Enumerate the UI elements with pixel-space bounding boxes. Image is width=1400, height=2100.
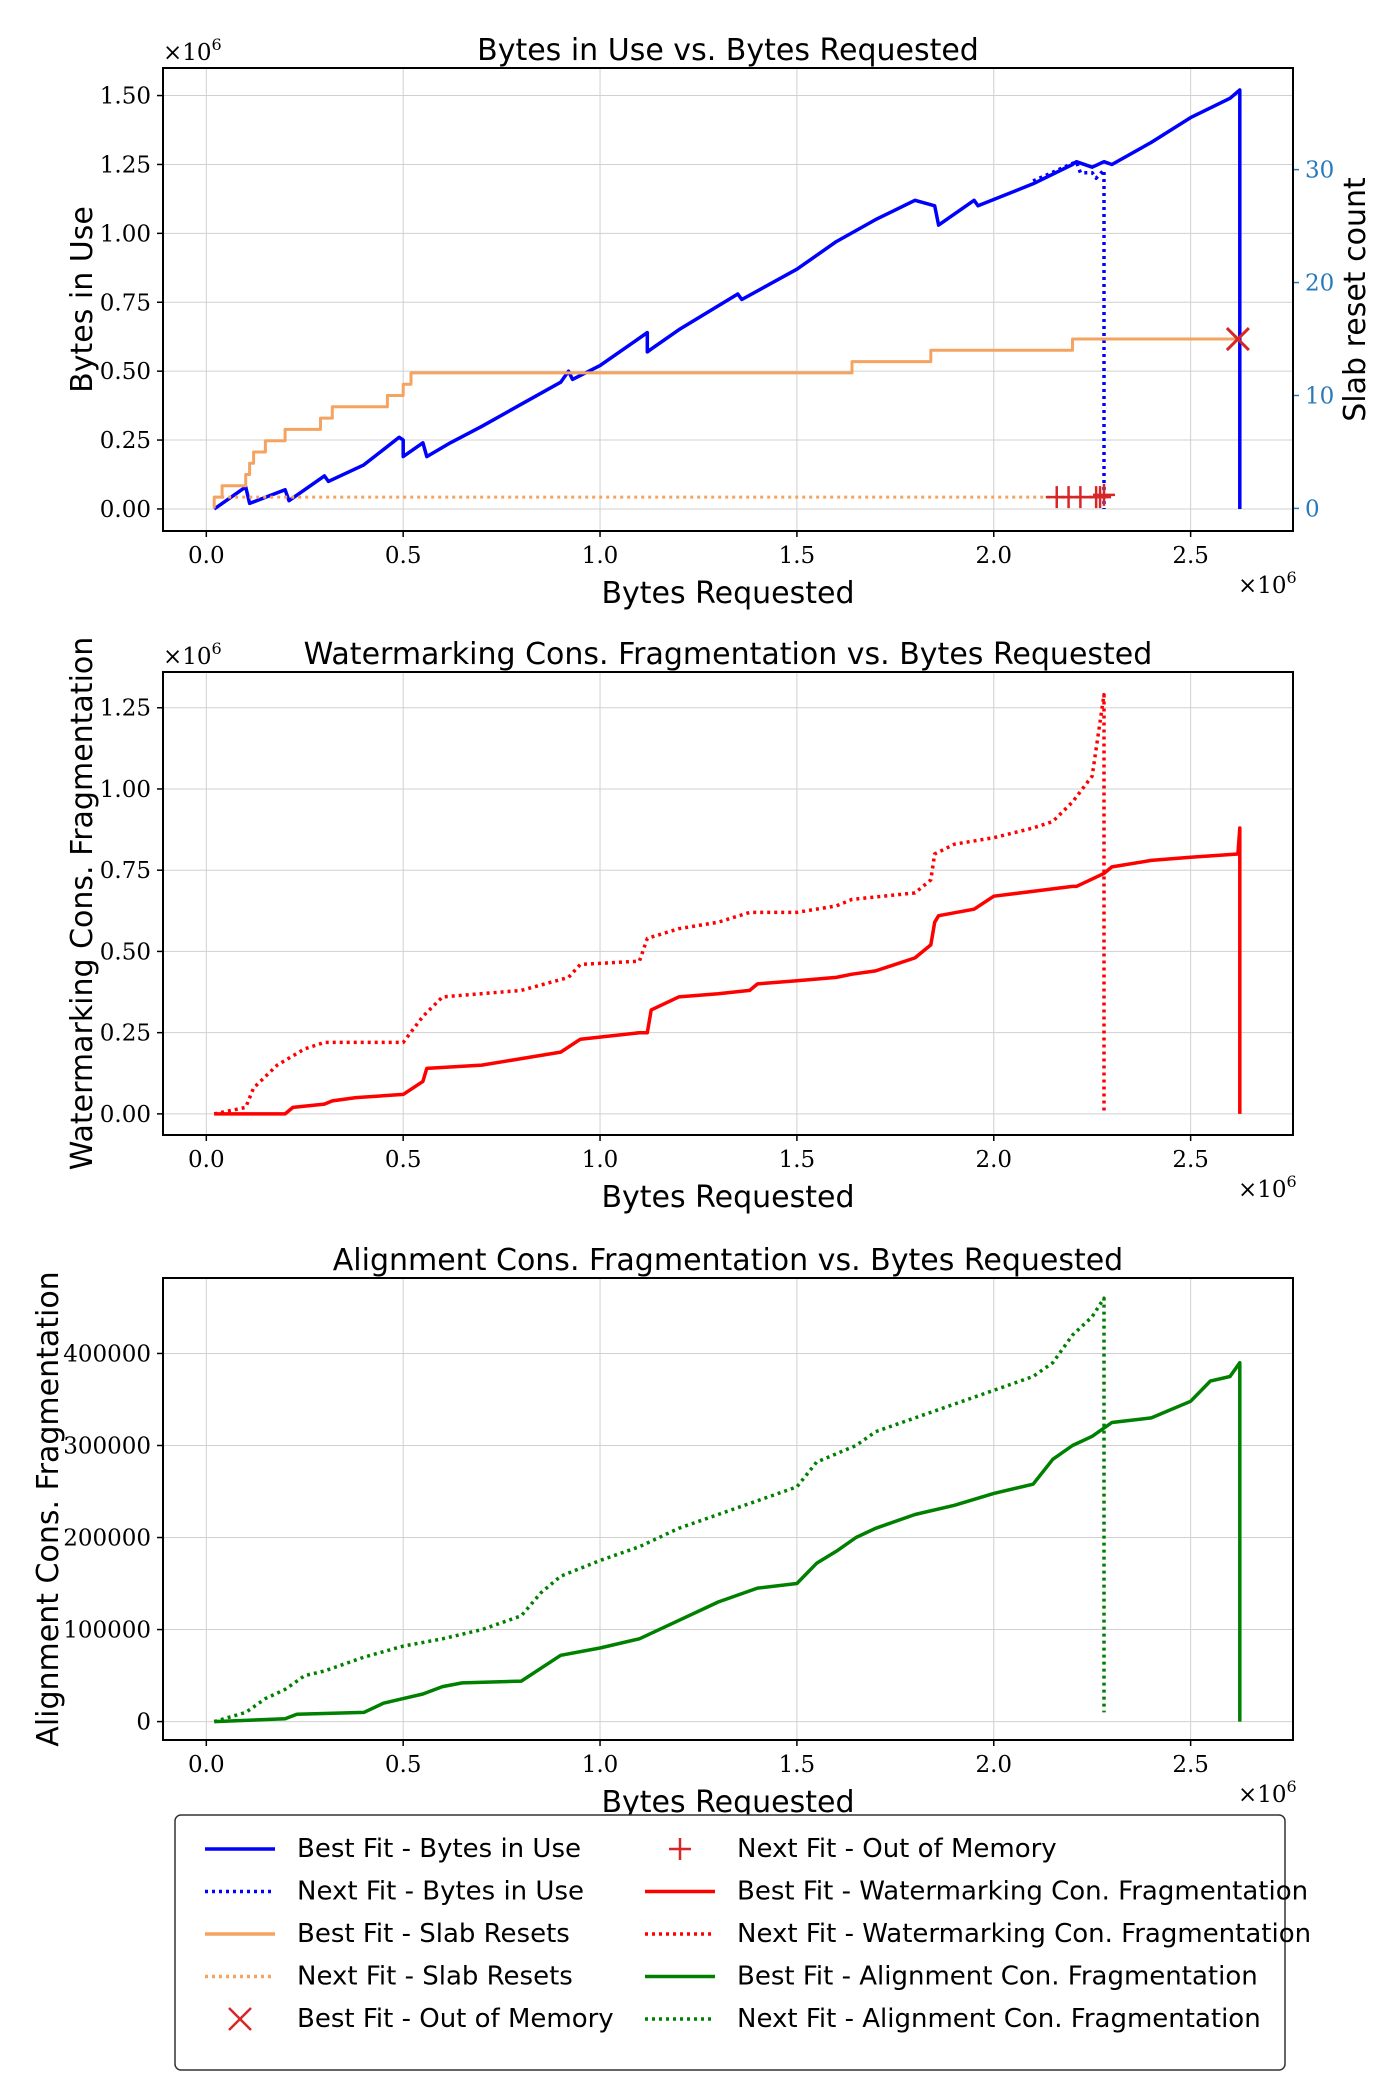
- x-axis-label: Bytes Requested: [601, 1180, 854, 1215]
- y-tick-label: 0.25: [100, 428, 151, 454]
- chart-title: Watermarking Cons. Fragmentation vs. Byt…: [304, 637, 1153, 672]
- legend-label: Next Fit - Out of Memory: [737, 1834, 1057, 1864]
- y-tick-label: 1.25: [100, 152, 151, 178]
- x-multiplier: ×106: [1238, 568, 1297, 599]
- x-multiplier: ×106: [1238, 1777, 1297, 1808]
- marker-next-fit-out-of-memory: [1089, 486, 1112, 509]
- chart-panel-watermarking: 0.0 0.5 1.0 1.5 2.0 2.5 0.00 0.25 0.50 0.75 1.00 1.…: [65, 637, 1294, 1215]
- x-tick-label: 2.0: [975, 543, 1012, 569]
- legend-label: Next Fit - Bytes in Use: [297, 1877, 584, 1907]
- y-tick-label: 0.75: [100, 858, 151, 884]
- legend-label: Best Fit - Alignment Con. Fragmentation: [737, 1962, 1258, 1992]
- y-tick-label: 1.50: [100, 84, 151, 110]
- y-tick-label: 400000: [63, 1341, 151, 1367]
- plot-frame: [162, 67, 1294, 532]
- x-multiplier: ×106: [1238, 1172, 1297, 1203]
- series-best-fit-slab-resets: [212, 337, 1238, 509]
- plot-area: [212, 88, 1242, 511]
- x-tick-label: 0.5: [385, 1147, 422, 1173]
- y-tick-label: 1.25: [100, 696, 151, 722]
- legend-label: Best Fit - Bytes in Use: [297, 1834, 581, 1864]
- y-tick-label: 0.50: [100, 939, 151, 965]
- x-tick-label: 2.5: [1172, 543, 1209, 569]
- x-tick-label: 2.5: [1172, 1752, 1209, 1778]
- series-best-fit-alignment-con-fragmentation: [214, 1360, 1242, 1724]
- chart-panel-bytes-in-use: 0.0 0.5 1.0 1.5 2.0 2.5 0.00 0.25 0.50 0.75 1.00 1.…: [65, 33, 1373, 611]
- marker-best-fit-out-of-memory: [1225, 326, 1250, 352]
- y-tick-label: 300000: [63, 1433, 151, 1459]
- x-tick-label: 1.5: [779, 543, 816, 569]
- legend-item-next-fit-bytes-in-use: Next Fit - Bytes in Use: [205, 1877, 584, 1907]
- y-tick-label: 0.00: [100, 1102, 151, 1128]
- legend-item-best-fit-bytes-in-use: Best Fit - Bytes in Use: [205, 1834, 581, 1864]
- x-tick-label: 0.5: [385, 543, 422, 569]
- y-axis-label: Bytes in Use: [65, 206, 100, 393]
- legend-item-best-fit-out-of-memory: Best Fit - Out of Memory: [228, 2004, 614, 2034]
- y-tick-label: 200000: [63, 1526, 151, 1552]
- chart-title: Bytes in Use vs. Bytes Requested: [477, 33, 979, 68]
- series-best-fit-bytes-in-use: [213, 88, 1242, 511]
- series-next-fit-alignment-con-fragmentation: [213, 1296, 1106, 1724]
- x-axis-label: Bytes Requested: [601, 576, 854, 611]
- x-tick-label: 1.0: [582, 1752, 619, 1778]
- x-tick-label: 1.0: [582, 543, 619, 569]
- x-tick-label: 0.0: [188, 1147, 225, 1173]
- x-tick-label: 0.5: [385, 1752, 422, 1778]
- x-tick-label: 2.5: [1172, 1147, 1209, 1173]
- y-tick-label: 0.50: [100, 359, 151, 385]
- plot-area: [213, 692, 1242, 1116]
- plot-frame: [162, 671, 1294, 1136]
- legend-frame: [174, 1814, 1286, 2071]
- x-tick-label: 2.0: [975, 1147, 1012, 1173]
- legend-label: Next Fit - Slab Resets: [297, 1962, 573, 1992]
- legend-label: Best Fit - Out of Memory: [297, 2004, 614, 2034]
- series-best-fit-watermarking-con-fragmentation: [214, 826, 1242, 1116]
- x-tick-label: 1.0: [582, 1147, 619, 1173]
- legend-item-next-fit-watermarking-con-fragmentation: Next Fit - Watermarking Con. Fragmentati…: [645, 1919, 1311, 1949]
- y2-tick-label: 10: [1305, 383, 1334, 409]
- x-tick-label: 0.0: [188, 1752, 225, 1778]
- x-tick-label: 1.5: [779, 1752, 816, 1778]
- legend-item-next-fit-slab-resets: Next Fit - Slab Resets: [205, 1962, 573, 1992]
- series-next-fit-bytes-in-use: [1032, 159, 1106, 509]
- marker-next-fit-out-of-memory: [1093, 483, 1116, 506]
- series-next-fit-watermarking-con-fragmentation: [213, 692, 1106, 1116]
- x-tick-label: 1.5: [779, 1147, 816, 1173]
- x-tick-label: 0.0: [188, 543, 225, 569]
- y-multiplier: ×106: [163, 639, 222, 670]
- legend-item-best-fit-watermarking-con-fragmentation: Best Fit - Watermarking Con. Fragmentati…: [645, 1877, 1308, 1907]
- y-multiplier: ×106: [163, 35, 222, 66]
- legend-item-best-fit-alignment-con-fragmentation: Best Fit - Alignment Con. Fragmentation: [645, 1962, 1258, 1992]
- chart-panel-alignment: 0.0 0.5 1.0 1.5 2.0 2.5 0 100000 200000 300000 400…: [31, 1243, 1294, 1820]
- y-axis-label: Alignment Cons. Fragmentation: [31, 1271, 66, 1746]
- plot-frame: [162, 1277, 1294, 1741]
- legend-item-next-fit-out-of-memory: Next Fit - Out of Memory: [669, 1834, 1057, 1864]
- y2-tick-label: 30: [1305, 158, 1334, 184]
- legend-label: Next Fit - Watermarking Con. Fragmentati…: [737, 1919, 1311, 1949]
- x-axis-label: Bytes Requested: [601, 1785, 854, 1820]
- y2-axis-label: Slab reset count: [1338, 177, 1373, 422]
- y-axis-label: Watermarking Cons. Fragmentation: [65, 637, 100, 1171]
- y-tick-label: 1.00: [100, 777, 151, 803]
- legend-label: Best Fit - Slab Resets: [297, 1919, 570, 1949]
- y-tick-label: 0.00: [100, 497, 151, 523]
- legend-label: Best Fit - Watermarking Con. Fragmentati…: [737, 1877, 1308, 1907]
- legend: Best Fit - Bytes in Use Next Fit - Bytes …: [174, 1814, 1311, 2071]
- y-tick-label: 100000: [63, 1618, 151, 1644]
- y-tick-label: 0: [136, 1710, 151, 1736]
- y-tick-label: 1.00: [100, 221, 151, 247]
- x-tick-label: 2.0: [975, 1752, 1012, 1778]
- y2-tick-label: 0: [1305, 496, 1320, 522]
- chart-title: Alignment Cons. Fragmentation vs. Bytes …: [333, 1243, 1123, 1278]
- plot-area: [213, 1296, 1242, 1724]
- y2-tick-label: 20: [1305, 271, 1334, 297]
- legend-label: Next Fit - Alignment Con. Fragmentation: [737, 2004, 1261, 2034]
- y-tick-label: 0.25: [100, 1021, 151, 1047]
- legend-item-best-fit-slab-resets: Best Fit - Slab Resets: [205, 1919, 570, 1949]
- legend-item-next-fit-alignment-con-fragmentation: Next Fit - Alignment Con. Fragmentation: [645, 2004, 1261, 2034]
- y-tick-label: 0.75: [100, 290, 151, 316]
